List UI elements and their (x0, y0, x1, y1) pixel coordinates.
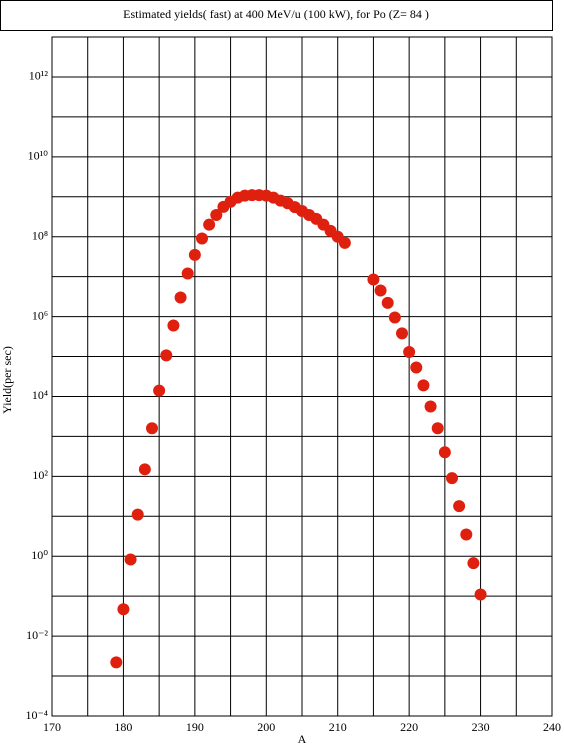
data-point (124, 553, 137, 566)
y-tick-label: 10⁰ (31, 548, 48, 562)
data-point (424, 400, 437, 413)
x-tick-label: 240 (543, 720, 561, 734)
data-point (338, 236, 351, 249)
data-point (188, 248, 201, 261)
data-point (167, 319, 180, 332)
chart-title: Estimated yields( fast) at 400 MeV/u (10… (123, 7, 429, 21)
x-tick-label: 200 (257, 720, 275, 734)
y-tick-label: 10¹² (29, 69, 49, 83)
data-point (160, 349, 173, 362)
data-point (381, 296, 394, 309)
y-tick-label: 10⁸ (32, 228, 48, 242)
y-tick-label: 10⁶ (32, 308, 48, 322)
data-point (431, 422, 444, 435)
data-point (374, 284, 387, 297)
data-point (460, 528, 473, 541)
x-tick-label: 190 (186, 720, 204, 734)
x-tick-label: 180 (114, 720, 132, 734)
data-point (396, 327, 408, 340)
data-point (146, 422, 158, 435)
data-point (446, 472, 458, 485)
data-point (181, 267, 194, 280)
title-box (0, 0, 553, 31)
data-point (210, 208, 223, 221)
data-point (153, 384, 166, 397)
y-axis-label: Yield(per sec) (0, 346, 14, 414)
data-point (174, 291, 187, 304)
data-point (417, 379, 430, 392)
data-point (403, 345, 416, 358)
data-point (138, 463, 151, 476)
y-tick-label: 10⁴ (32, 388, 48, 402)
y-tick-label: 10⁻⁴ (25, 708, 48, 722)
data-point (410, 361, 423, 374)
x-tick-label: 210 (329, 720, 347, 734)
y-tick-label: 10² (32, 468, 48, 482)
x-tick-label: 220 (400, 720, 418, 734)
x-tick-label: 230 (472, 720, 490, 734)
x-tick-label: 170 (43, 720, 61, 734)
data-point (467, 557, 480, 570)
data-point (367, 273, 380, 286)
y-tick-label: 10¹⁰ (28, 149, 49, 163)
data-point (131, 508, 144, 521)
data-point (453, 500, 466, 513)
data-point (196, 232, 208, 245)
data-point (438, 446, 451, 459)
y-tick-label: 10⁻² (26, 628, 48, 642)
data-point (474, 588, 487, 601)
data-point (388, 311, 401, 324)
data-point (110, 656, 123, 669)
data-point (203, 218, 216, 231)
x-axis-label: A (298, 732, 307, 746)
data-point (117, 603, 130, 616)
